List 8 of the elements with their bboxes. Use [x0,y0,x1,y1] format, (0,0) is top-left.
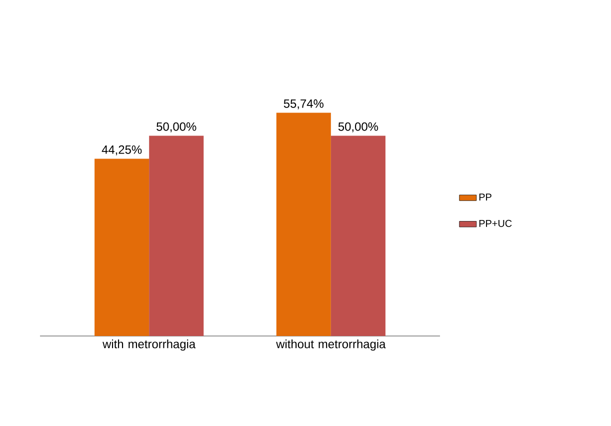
legend-label: PP+UC [479,220,512,227]
data-label: 44,25% [102,145,142,156]
x-tick-label: with metrorrhagia [102,340,196,351]
legend-label: PP [479,194,492,200]
data-label: 50,00% [338,122,378,132]
data-label: 50,00% [156,122,196,132]
data-label: 55,74% [284,99,324,110]
x-tick-label: without metrorrhagia [276,340,386,351]
